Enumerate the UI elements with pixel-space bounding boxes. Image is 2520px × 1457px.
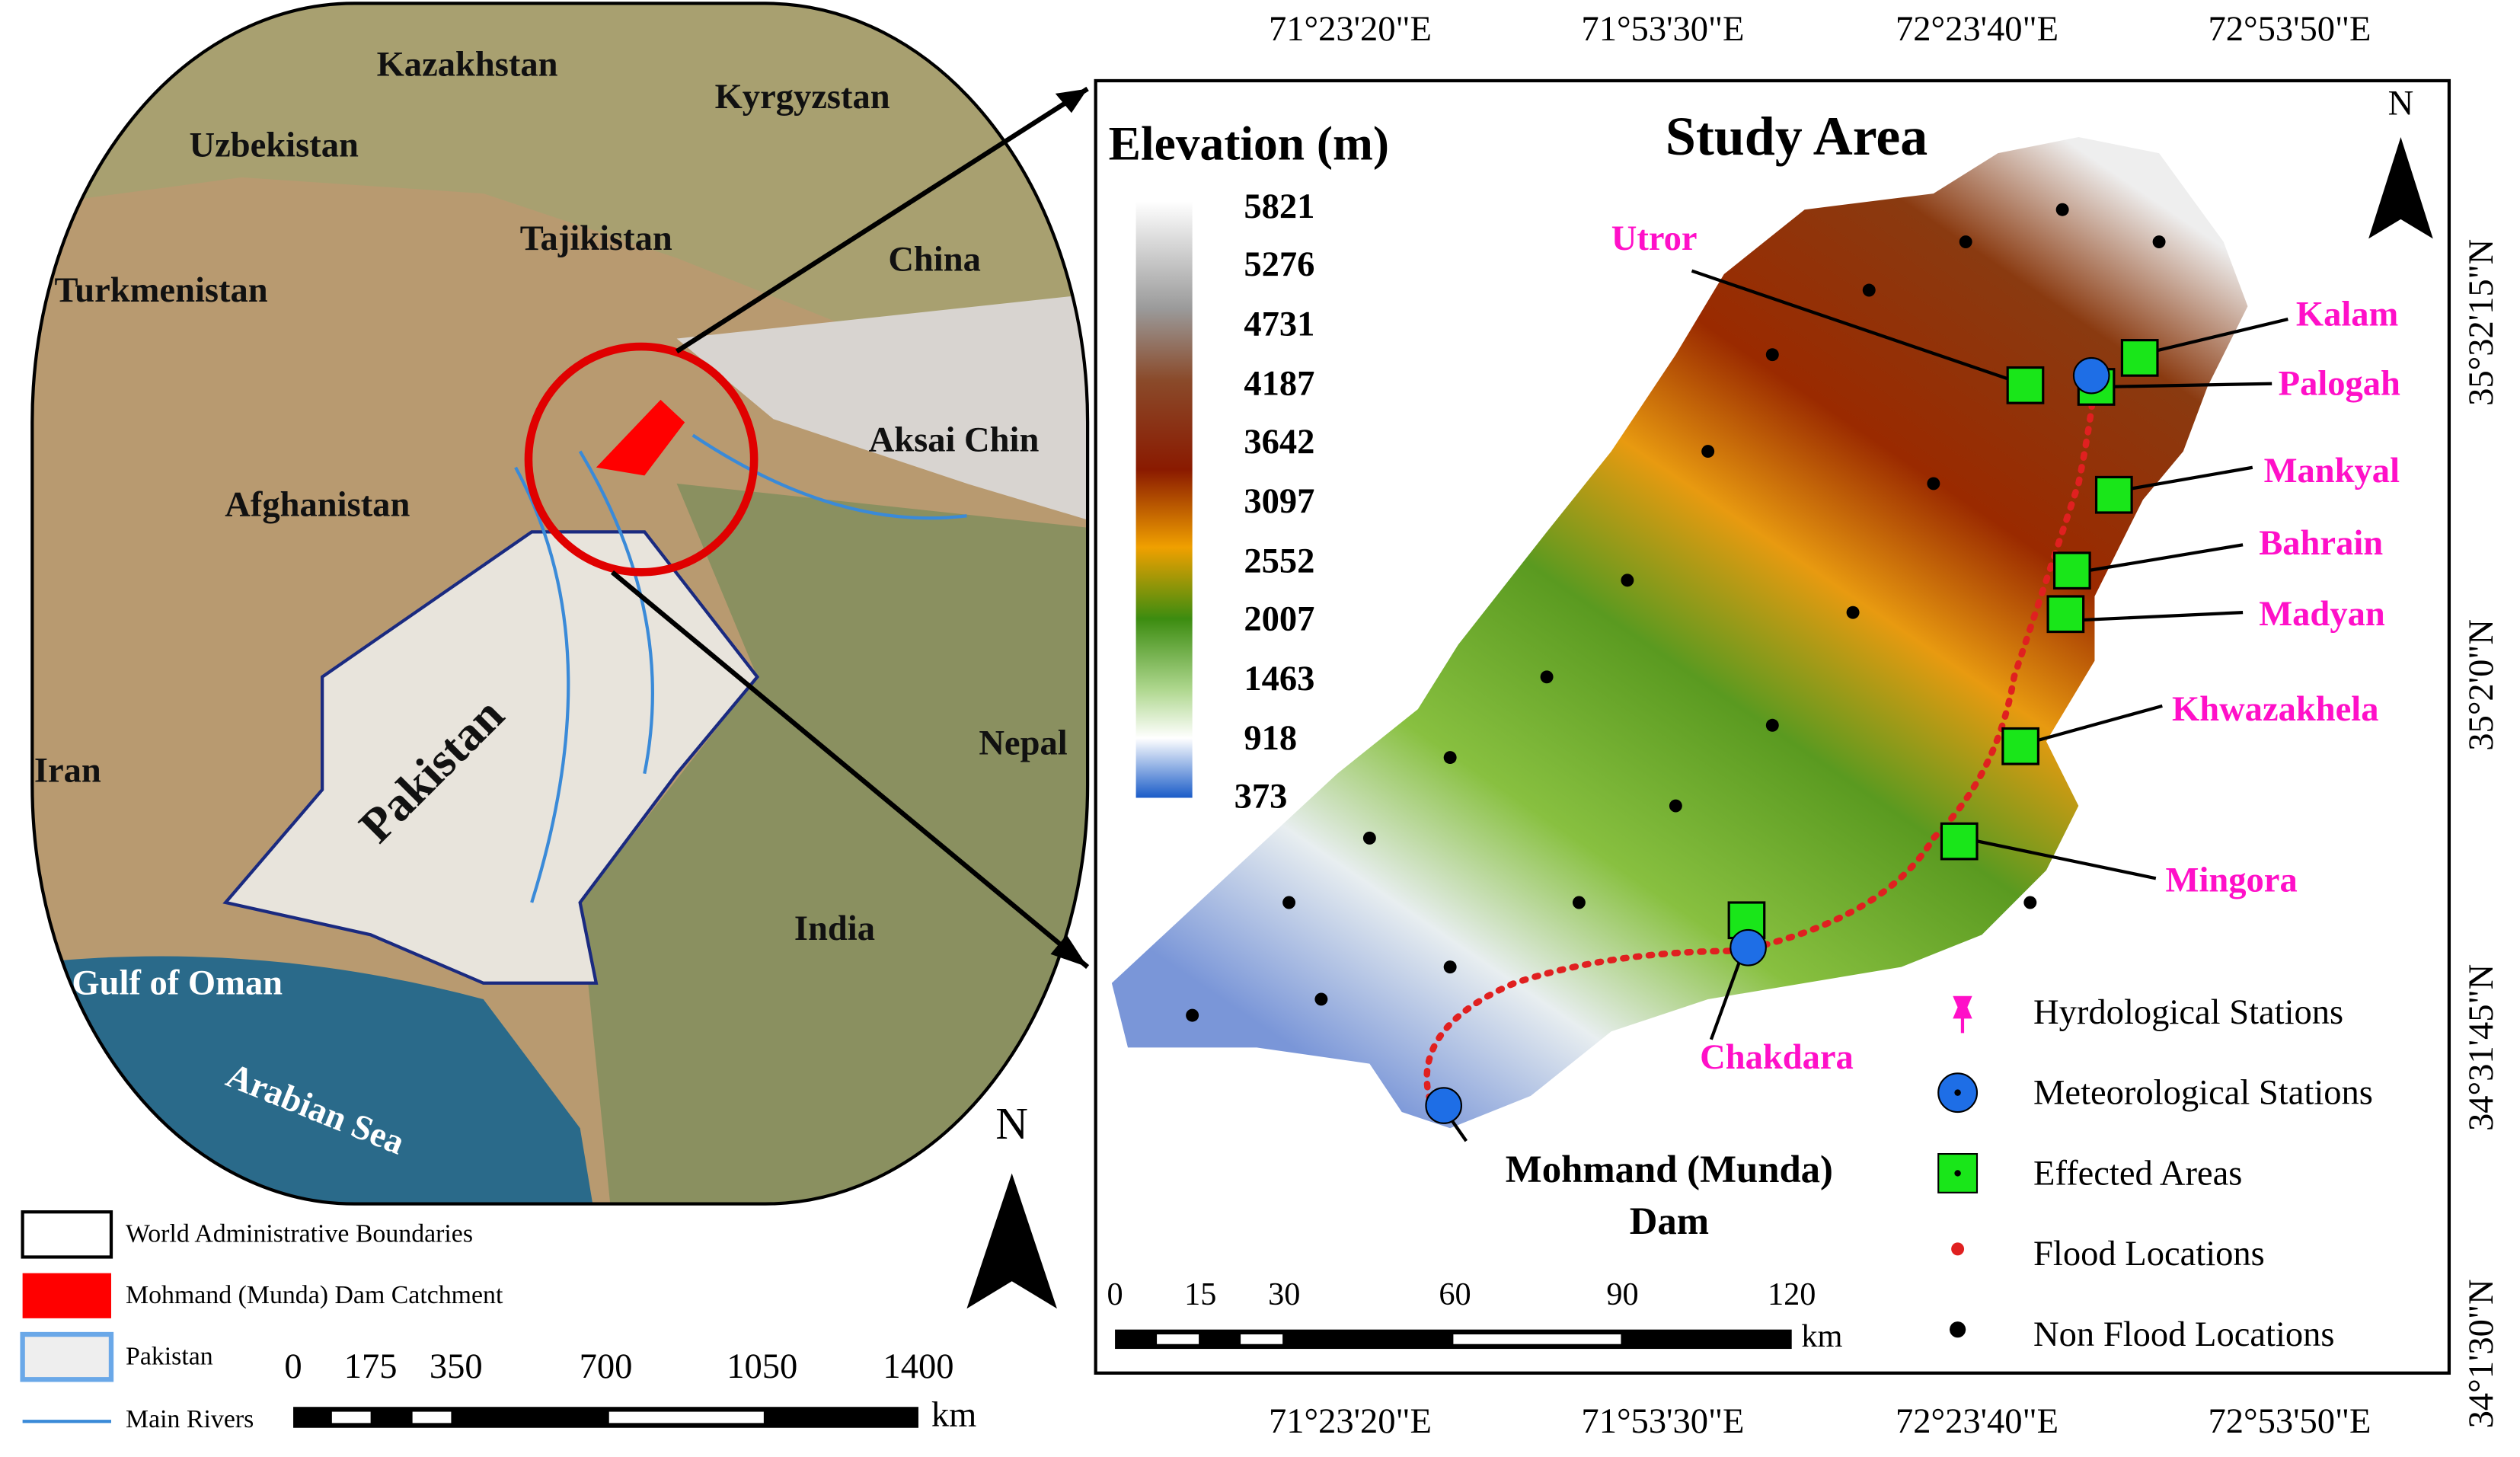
- elevation-label: 2552: [1244, 542, 1314, 580]
- country-label: Iran: [34, 751, 101, 790]
- elevation-bar: [1135, 201, 1193, 798]
- scale-label: 30: [1268, 1276, 1300, 1312]
- legend-label: Flood Locations: [2033, 1235, 2265, 1273]
- scale-unit: km: [1801, 1318, 1842, 1354]
- country-label: Nepal: [979, 724, 1067, 762]
- lon-label: 72°53'50"E: [2208, 1402, 2371, 1441]
- scale-unit: km: [931, 1396, 976, 1435]
- north-label: N: [2388, 85, 2414, 123]
- elevation-label: 3642: [1244, 423, 1314, 462]
- legend-label: Non Flood Locations: [2033, 1315, 2335, 1354]
- elevation-label: 918: [1244, 719, 1297, 758]
- elevation-label: 5821: [1244, 187, 1314, 226]
- elevation-label: 3097: [1244, 482, 1314, 521]
- legend-label: Main Rivers: [126, 1405, 254, 1433]
- scale-label: 120: [1768, 1276, 1816, 1312]
- scale-label: 700: [580, 1347, 633, 1386]
- legend-label: Effected Areas: [2033, 1154, 2242, 1193]
- scale-label: 0: [1107, 1276, 1123, 1312]
- non-flood-points: [1186, 203, 2166, 1022]
- water-label: Gulf of Oman: [72, 964, 283, 1003]
- north-arrow: [2368, 137, 2433, 239]
- legend-label: Mohmand (Munda) Dam Catchment: [126, 1281, 503, 1309]
- legend-label: Pakistan: [126, 1343, 213, 1371]
- legend-title: Elevation (m): [1109, 116, 1389, 170]
- scale-label: 90: [1606, 1276, 1638, 1312]
- lon-label: 71°23'20"E: [1269, 10, 1432, 49]
- scale-label: 1400: [883, 1347, 953, 1386]
- place-label: Mingora: [2166, 861, 2298, 899]
- place-label: Utror: [1611, 219, 1698, 258]
- overview-map: [32, 3, 1088, 1204]
- place-label: Madyan: [2259, 595, 2385, 634]
- dam-label: Dam: [1630, 1200, 1709, 1242]
- study-area: [1111, 137, 2248, 1129]
- north-arrow: [966, 1173, 1057, 1309]
- country-label: Turkmenistan: [54, 271, 267, 310]
- place-label: Mankyal: [2264, 452, 2400, 490]
- legend-label: Hyrdological Stations: [2033, 993, 2343, 1032]
- place-label: Chakdara: [1700, 1038, 1854, 1077]
- country-label: India: [794, 909, 875, 948]
- lon-label: 71°53'30"E: [1581, 1402, 1744, 1441]
- country-label: Tajikistan: [520, 219, 672, 258]
- scale-label: 175: [344, 1347, 398, 1386]
- country-label: Uzbekistan: [190, 126, 359, 165]
- country-label: Aksai Chin: [869, 421, 1040, 460]
- legend-label: World Administrative Boundaries: [126, 1220, 473, 1248]
- lat-label: 35°32'15"N: [2462, 239, 2501, 406]
- country-label: Afghanistan: [225, 485, 410, 524]
- place-label: Kalam: [2296, 296, 2398, 334]
- elevation-label: 373: [1234, 777, 1288, 816]
- elevation-label: 4731: [1244, 305, 1314, 343]
- scale-bar: [293, 1407, 918, 1428]
- lat-label: 34°31'45"N: [2462, 964, 2501, 1131]
- legend-label: Meteorological Stations: [2033, 1074, 2373, 1113]
- country-label: Kyrgyzstan: [715, 78, 890, 117]
- lat-label: 35°2'0"N: [2462, 619, 2501, 751]
- dam-label: Mohmand (Munda): [1506, 1148, 1833, 1190]
- map-title: Study Area: [1666, 106, 1928, 167]
- elevation-label: 5276: [1244, 245, 1314, 284]
- lon-label: 71°23'20"E: [1269, 1402, 1432, 1441]
- lat-label: 34°1'30"N: [2462, 1279, 2501, 1428]
- lon-label: 72°53'50"E: [2208, 10, 2371, 49]
- scale-label: 15: [1184, 1276, 1216, 1312]
- country-label: China: [888, 241, 981, 280]
- elevation-label: 2007: [1244, 600, 1314, 639]
- north-label: N: [995, 1098, 1028, 1149]
- lon-label: 72°23'40"E: [1896, 1402, 2058, 1441]
- scale-label: 0: [284, 1347, 302, 1386]
- place-label: Palogah: [2279, 365, 2400, 404]
- scale-label: 1050: [727, 1347, 797, 1386]
- scale-label: 60: [1439, 1276, 1471, 1312]
- lon-label: 71°53'30"E: [1581, 10, 1744, 49]
- elevation-label: 4187: [1244, 365, 1314, 404]
- scale-bar: [1115, 1329, 1792, 1350]
- country-label: Kazakhstan: [377, 46, 558, 85]
- lon-label: 72°23'40"E: [1896, 10, 2058, 49]
- scale-label: 350: [430, 1347, 483, 1386]
- elevation-label: 1463: [1244, 660, 1314, 698]
- place-label: Khwazakhela: [2172, 690, 2378, 729]
- place-label: Bahrain: [2259, 524, 2383, 563]
